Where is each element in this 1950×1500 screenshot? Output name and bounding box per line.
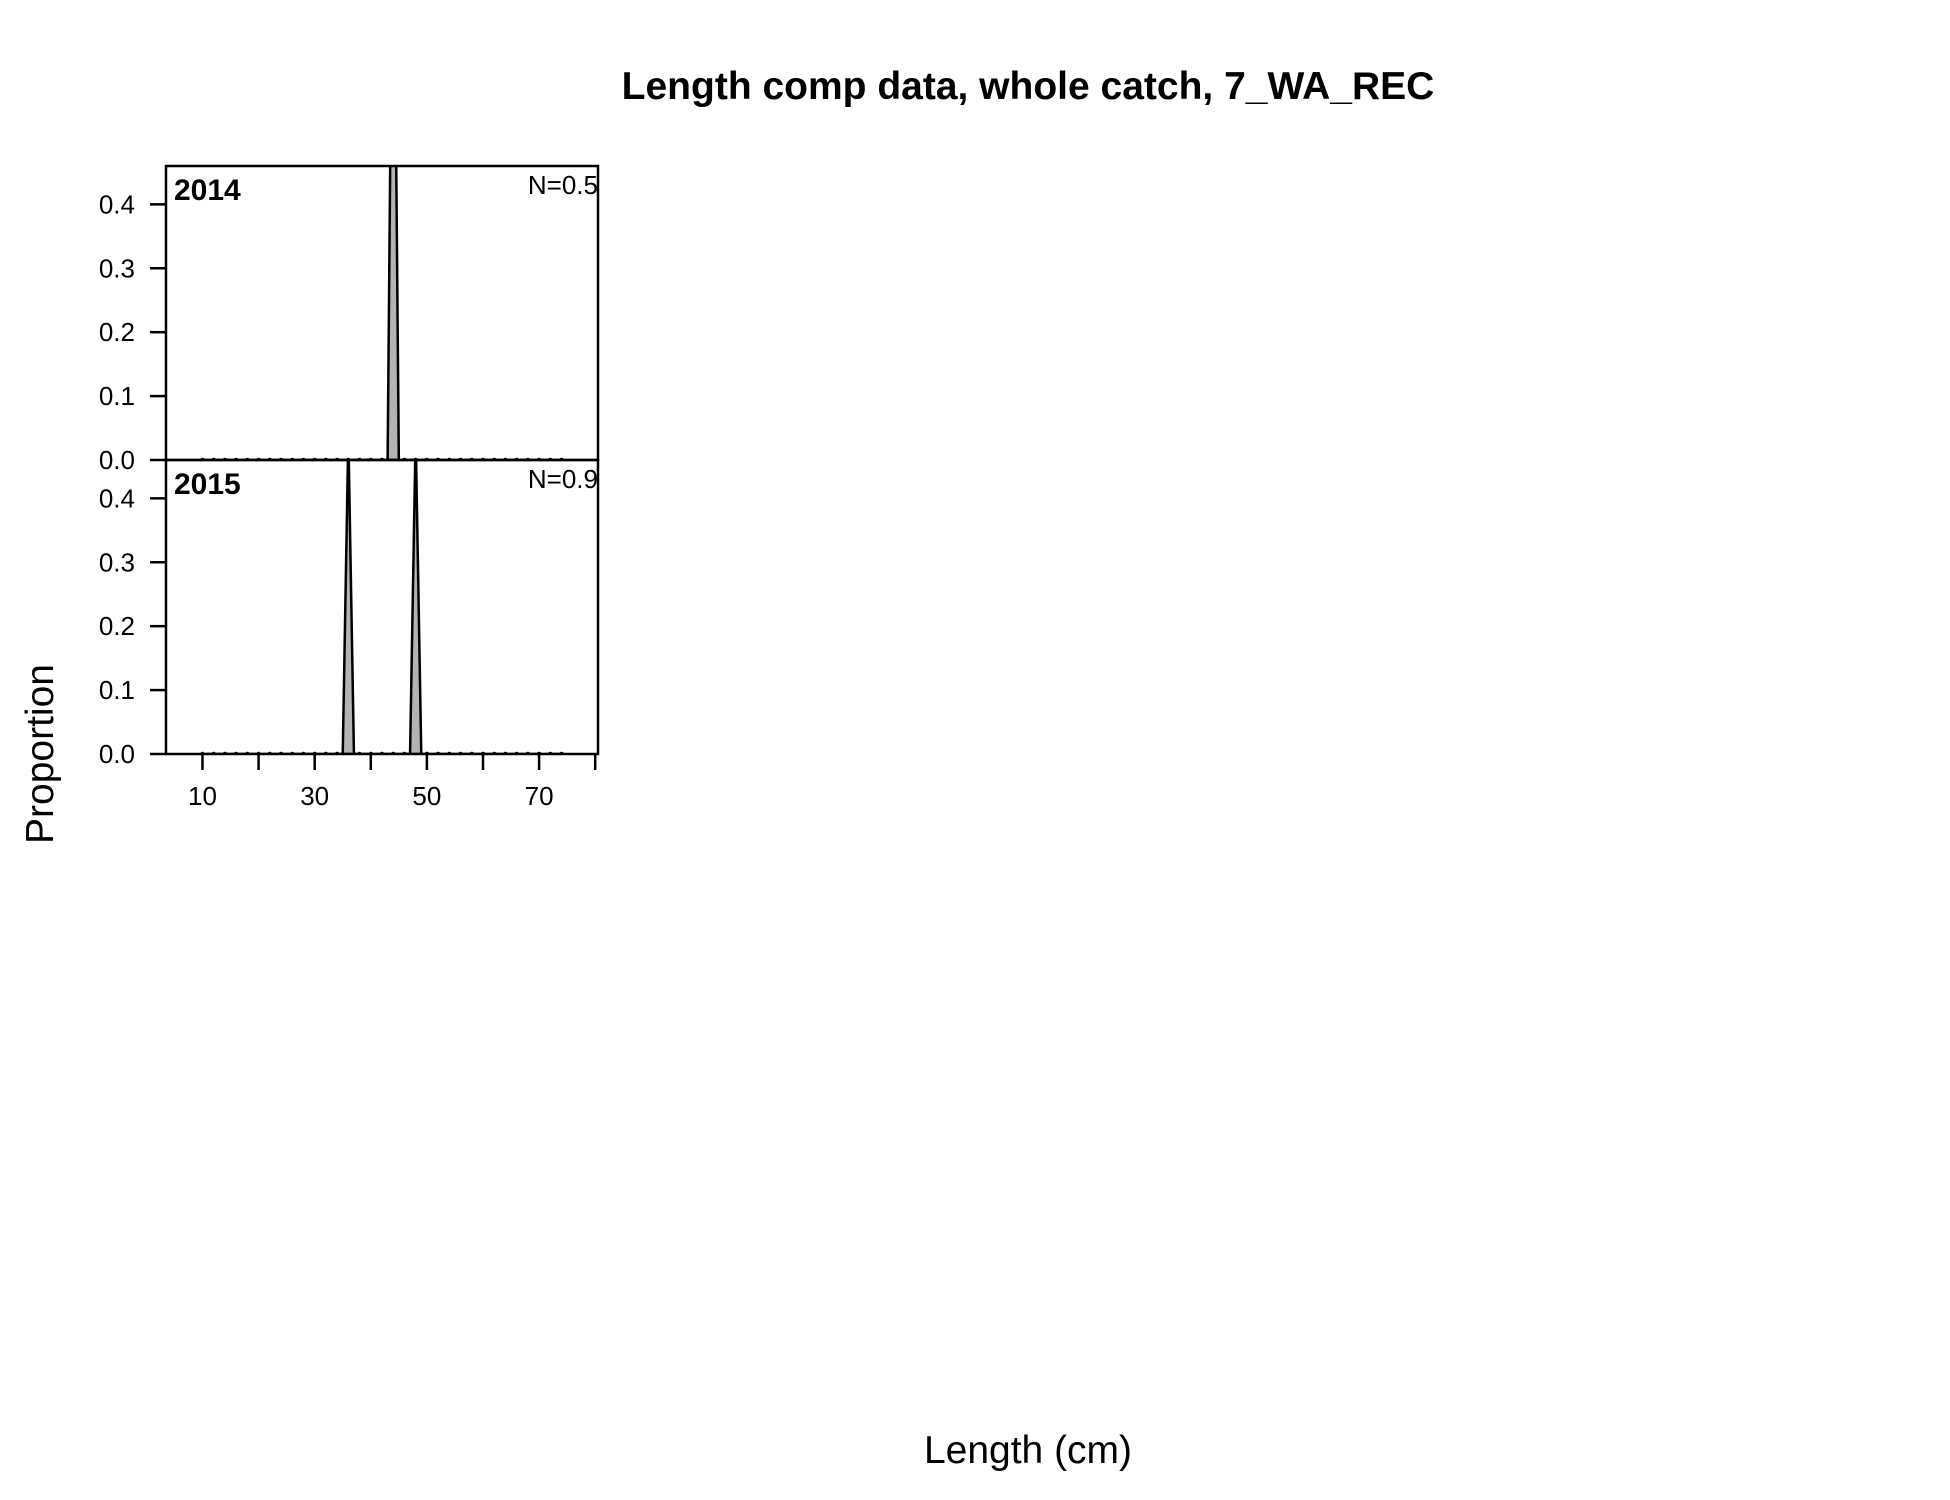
- y-tick-label: 0.2: [99, 317, 135, 347]
- y-axis-title: Proportion: [19, 664, 62, 844]
- panel-2014: 0.0 0.1 0.2 0.3 0.4 2014 N=0.5: [99, 164, 600, 475]
- data-point: [413, 432, 418, 437]
- x-axis-title: Length (cm): [924, 1429, 1132, 1472]
- x-tick-label: 30: [300, 781, 329, 811]
- y-tick-label: 0.0: [99, 739, 135, 769]
- panel-2015: 0.0 0.1 0.2 0.3 0.4 2015 N=0.9 10 30 50 70: [99, 432, 600, 811]
- panel-n-label: N=0.5: [528, 170, 598, 200]
- y-tick-label: 0.1: [99, 381, 135, 411]
- panel-year-label: 2015: [174, 468, 241, 501]
- y-tick-label: 0.1: [99, 675, 135, 705]
- y-tick-label: 0.2: [99, 611, 135, 641]
- panel-n-label: N=0.9: [528, 464, 598, 494]
- data-point: [346, 432, 351, 437]
- panel-frame: [164, 458, 600, 756]
- x-tick-label: 50: [412, 781, 441, 811]
- y-tick-label: 0.3: [99, 547, 135, 577]
- y-tick-label: 0.4: [99, 483, 135, 513]
- x-tick-label: 10: [188, 781, 217, 811]
- chart-title: Length comp data, whole catch, 7_WA_REC: [622, 65, 1435, 108]
- panel-frame: [164, 164, 600, 462]
- y-tick-label: 0.3: [99, 253, 135, 283]
- distribution-area: [202, 460, 562, 754]
- panels: 0.0 0.1 0.2 0.3 0.4 2014 N=0.5 0.0 0.1 0.2 0.3 0.4 2…: [99, 164, 600, 811]
- x-tick-label: 70: [525, 781, 554, 811]
- y-tick-label: 0.0: [99, 445, 135, 475]
- distribution-area: [202, 166, 562, 460]
- panel-year-label: 2014: [174, 174, 241, 207]
- y-tick-label: 0.4: [99, 189, 135, 219]
